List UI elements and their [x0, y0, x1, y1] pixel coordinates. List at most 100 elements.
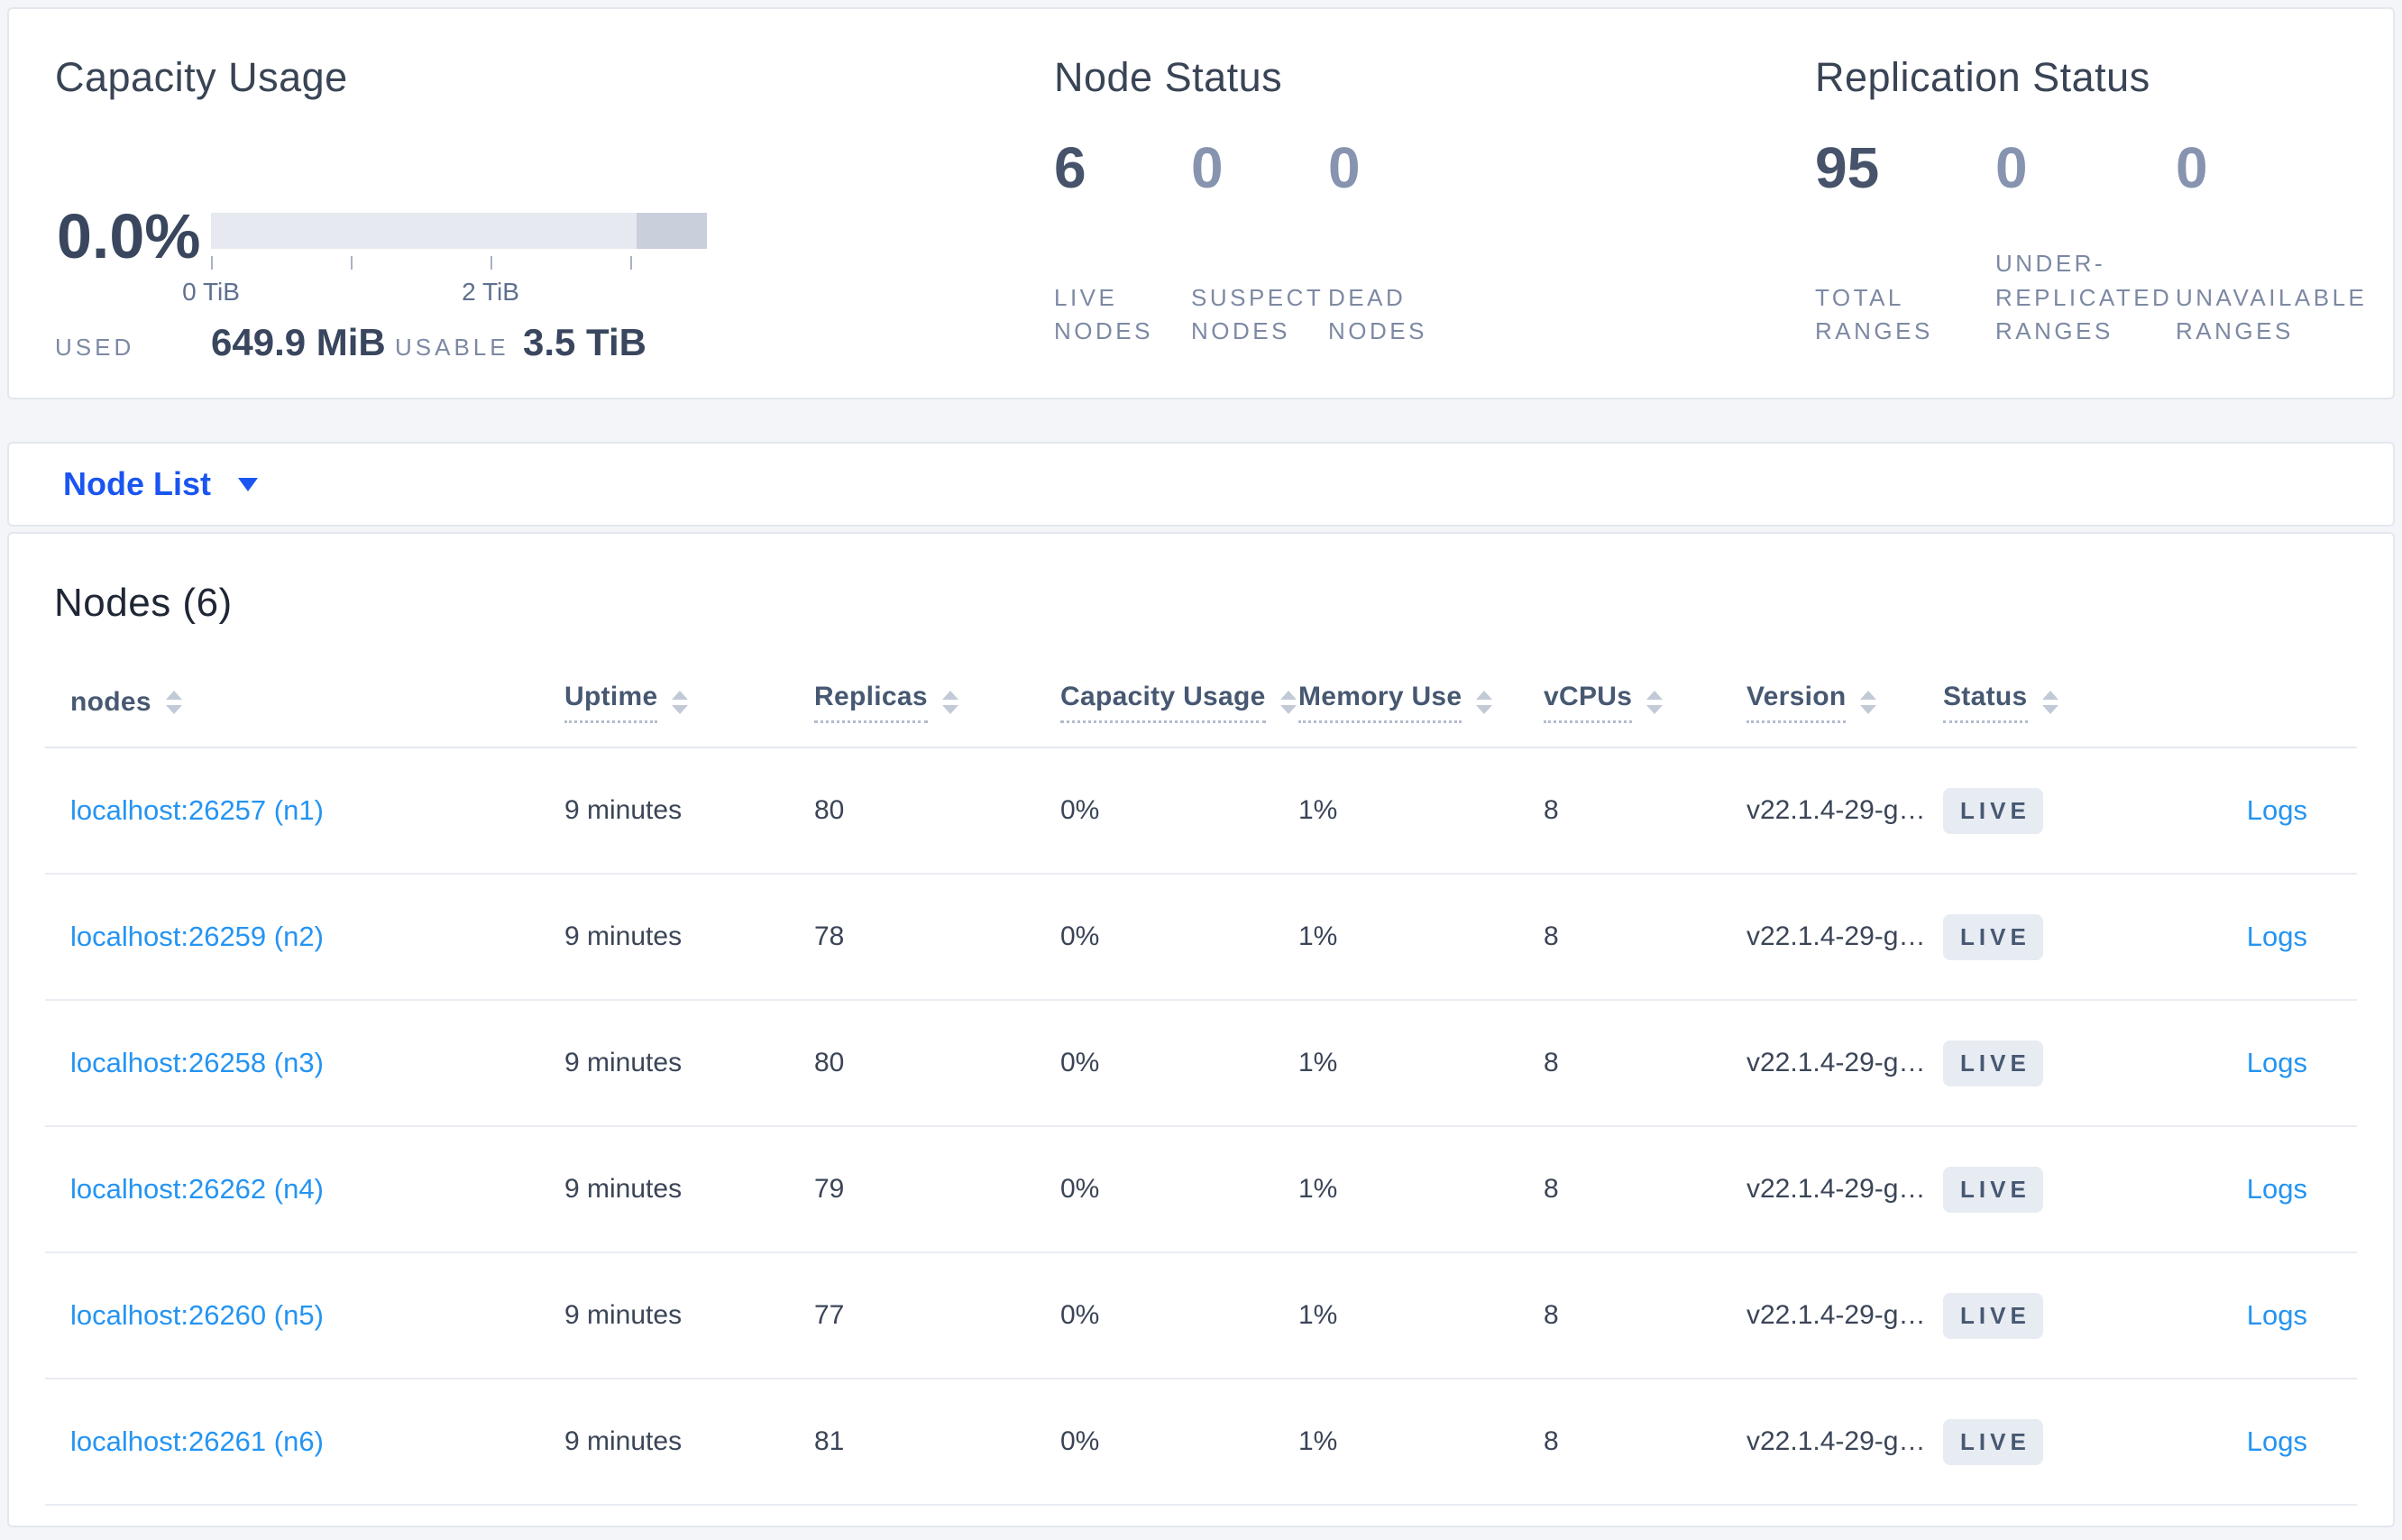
- logs-link[interactable]: Logs: [2246, 1173, 2307, 1205]
- under-replicated-ranges-value: 0: [1995, 135, 2028, 200]
- node-list-dropdown-label: Node List: [63, 465, 212, 502]
- memory-use-cell: 1%: [1298, 1379, 1544, 1506]
- sort-icon: [1860, 691, 1877, 714]
- usable-label: USABLE: [395, 334, 509, 361]
- axis-tick: [211, 256, 213, 270]
- capacity-usage-section: Capacity Usage 0.0% 0 TiB 2 TiB USED 649…: [55, 54, 1054, 398]
- vcpus-cell: 8: [1544, 874, 1746, 1001]
- column-header-vcpus[interactable]: vCPUs: [1544, 626, 1746, 748]
- capacity-usage-cell: 0%: [1060, 874, 1298, 1001]
- total-ranges-label: TOTAL RANGES: [1815, 283, 1933, 344]
- axis-tick-label: 0 TiB: [182, 278, 240, 306]
- status-badge: LIVE: [1943, 1292, 2043, 1339]
- column-label: vCPUs: [1544, 682, 1633, 723]
- table-row: localhost:26261 (n6) 9 minutes 81 0% 1% …: [45, 1379, 2357, 1506]
- cluster-summary-panel: Capacity Usage 0.0% 0 TiB 2 TiB USED 649…: [7, 7, 2395, 399]
- vcpus-cell: 8: [1544, 1126, 1746, 1253]
- node-list-dropdown[interactable]: Node List: [63, 465, 259, 503]
- column-header-version[interactable]: Version: [1746, 626, 1943, 748]
- column-label: Uptime: [564, 682, 658, 723]
- axis-tick: [490, 256, 492, 270]
- logs-link[interactable]: Logs: [2246, 1299, 2307, 1331]
- total-ranges-value: 95: [1815, 135, 1880, 200]
- dead-nodes-label: DEAD NODES: [1328, 283, 1427, 344]
- memory-use-cell: 1%: [1298, 1252, 1544, 1380]
- unavailable-ranges-label: UNAVAILABLE RANGES: [2176, 283, 2368, 344]
- capacity-bar-extra-segment: [637, 213, 707, 249]
- table-row: localhost:26259 (n2) 9 minutes 78 0% 1% …: [45, 874, 2357, 1001]
- version-cell: v22.1.4-29-g…: [1746, 874, 1943, 1001]
- node-link[interactable]: localhost:26258 (n3): [70, 1047, 324, 1078]
- status-badge: LIVE: [1943, 1166, 2043, 1213]
- column-header-status[interactable]: Status: [1943, 626, 2133, 748]
- capacity-usage-cell: 0%: [1060, 747, 1298, 875]
- vcpus-cell: 8: [1544, 1252, 1746, 1380]
- status-badge: LIVE: [1943, 787, 2043, 834]
- table-row: localhost:26257 (n1) 9 minutes 80 0% 1% …: [45, 747, 2357, 875]
- column-header-uptime[interactable]: Uptime: [564, 626, 814, 748]
- suspect-nodes-label: SUSPECT NODES: [1191, 283, 1324, 344]
- used-label: USED: [55, 334, 135, 361]
- uptime-cell: 9 minutes: [564, 874, 814, 1001]
- sort-icon: [2041, 691, 2058, 714]
- uptime-cell: 9 minutes: [564, 1000, 814, 1127]
- table-row: localhost:26262 (n4) 9 minutes 79 0% 1% …: [45, 1126, 2357, 1253]
- column-header-memory-use[interactable]: Memory Use: [1298, 626, 1544, 748]
- column-header-capacity-usage[interactable]: Capacity Usage: [1060, 626, 1298, 748]
- live-nodes-stat: 6 LIVE NODES: [1054, 139, 1191, 348]
- sort-icon: [1476, 691, 1493, 714]
- view-selector-bar: Node List: [7, 442, 2395, 527]
- capacity-legend: USED 649.9 MiB USABLE 3.5 TiB: [55, 321, 646, 364]
- axis-tick-label: 2 TiB: [462, 278, 519, 306]
- suspect-nodes-value: 0: [1191, 135, 1224, 200]
- chevron-down-icon: [238, 477, 259, 491]
- node-link[interactable]: localhost:26260 (n5): [70, 1299, 324, 1331]
- capacity-used-percent: 0.0%: [57, 201, 201, 271]
- column-label: Memory Use: [1298, 682, 1462, 723]
- capacity-usage-title: Capacity Usage: [55, 54, 348, 100]
- suspect-nodes-stat: 0 SUSPECT NODES: [1191, 139, 1328, 348]
- node-status-title: Node Status: [1054, 54, 1283, 100]
- column-label: Status: [1943, 682, 2028, 723]
- replication-status-section: Replication Status 95 TOTAL RANGES 0 UND…: [1815, 54, 2393, 398]
- replicas-cell: 80: [814, 747, 1060, 875]
- node-link[interactable]: localhost:26259 (n2): [70, 921, 324, 952]
- node-link[interactable]: localhost:26262 (n4): [70, 1173, 324, 1205]
- memory-use-cell: 1%: [1298, 874, 1544, 1001]
- axis-tick: [630, 256, 632, 270]
- table-header-row: nodes Uptime Replicas Capacity Usage: [45, 626, 2357, 748]
- capacity-axis-ticks: 0 TiB 2 TiB: [182, 256, 707, 306]
- status-badge: LIVE: [1943, 1040, 2043, 1086]
- column-header-replicas[interactable]: Replicas: [814, 626, 1060, 748]
- under-replicated-ranges-label: UNDER-REPLICATED RANGES: [1995, 250, 2173, 344]
- replicas-cell: 79: [814, 1126, 1060, 1253]
- vcpus-cell: 8: [1544, 747, 1746, 875]
- dead-nodes-stat: 0 DEAD NODES: [1328, 139, 1456, 348]
- nodes-table-card: Nodes (6) nodes Uptime Replic: [7, 532, 2395, 1527]
- column-label: Capacity Usage: [1060, 682, 1266, 723]
- column-header-logs: [2133, 626, 2357, 748]
- column-label: Replicas: [814, 682, 928, 723]
- memory-use-cell: 1%: [1298, 747, 1544, 875]
- replicas-cell: 77: [814, 1252, 1060, 1380]
- replication-stats: 95 TOTAL RANGES 0 UNDER-REPLICATED RANGE…: [1815, 139, 2393, 348]
- capacity-usage-cell: 0%: [1060, 1126, 1298, 1253]
- logs-link[interactable]: Logs: [2246, 794, 2307, 826]
- under-replicated-ranges-stat: 0 UNDER-REPLICATED RANGES: [1995, 139, 2176, 348]
- used-value: 649.9 MiB: [211, 321, 386, 363]
- logs-link[interactable]: Logs: [2246, 1047, 2307, 1078]
- capacity-bar: [211, 213, 707, 249]
- sort-icon: [941, 691, 958, 714]
- node-link[interactable]: localhost:26261 (n6): [70, 1425, 324, 1457]
- status-badge: LIVE: [1943, 1418, 2043, 1465]
- logs-link[interactable]: Logs: [2246, 1425, 2307, 1457]
- uptime-cell: 9 minutes: [564, 1252, 814, 1380]
- unavailable-ranges-value: 0: [2176, 135, 2208, 200]
- node-link[interactable]: localhost:26257 (n1): [70, 794, 324, 826]
- column-header-nodes[interactable]: nodes: [45, 626, 564, 748]
- table-row: localhost:26258 (n3) 9 minutes 80 0% 1% …: [45, 1000, 2357, 1127]
- version-cell: v22.1.4-29-g…: [1746, 1000, 1943, 1127]
- logs-link[interactable]: Logs: [2246, 921, 2307, 952]
- live-nodes-label: LIVE NODES: [1054, 283, 1153, 344]
